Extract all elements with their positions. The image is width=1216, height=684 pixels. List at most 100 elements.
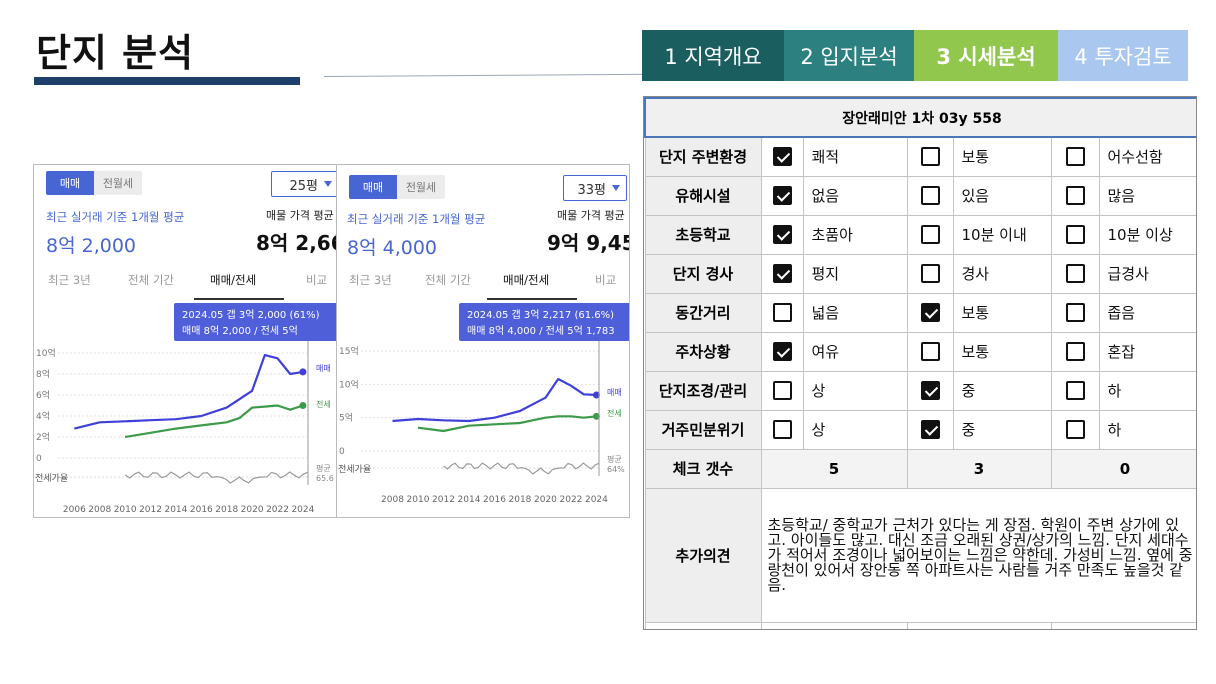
checkbox-icon[interactable] [772, 186, 792, 205]
size-dropdown[interactable]: 25평 [271, 171, 337, 197]
checkbox-icon[interactable] [920, 264, 940, 283]
checklist-row: 단지 주변환경 쾌적 보통 어수선함 [644, 136, 1196, 177]
checkbox-icon[interactable] [772, 420, 792, 439]
trade-type-rent[interactable]: 전월세 [405, 181, 437, 194]
row-label: 동간거리 [644, 292, 762, 333]
checkbox-cell[interactable] [906, 214, 954, 255]
tooltip-box [459, 303, 629, 341]
trade-type-sale[interactable]: 매매 [349, 175, 397, 199]
checkbox-icon[interactable] [1065, 147, 1085, 167]
trade-type-toggle: 매매 전월세 [46, 171, 142, 195]
option-label: 경사 [952, 253, 1052, 294]
step-tab-2[interactable]: 2 입지분석 [784, 30, 914, 81]
avg-label: 최근 실거래 기준 1개월 평균 [347, 212, 486, 226]
option-label: 넓음 [802, 292, 908, 333]
checkbox-cell[interactable] [1050, 409, 1100, 450]
checkbox-cell[interactable] [906, 292, 954, 333]
option-label: 상 [802, 370, 908, 411]
ratio-line [443, 462, 600, 475]
period-tab-3y[interactable]: 최근 3년 [349, 273, 392, 287]
x-tick-label: 2008 [381, 495, 404, 505]
option-label: 보통 [952, 136, 1052, 177]
x-tick-label: 2008 [88, 505, 111, 515]
checkbox-icon[interactable] [1065, 264, 1085, 283]
checkbox-cell[interactable] [1050, 214, 1100, 255]
checkbox-cell[interactable] [1050, 175, 1100, 216]
checkbox-cell[interactable] [760, 292, 804, 333]
checkbox-icon[interactable] [920, 381, 940, 400]
option-label: 좁음 [1098, 292, 1196, 333]
checkbox-cell[interactable] [906, 409, 954, 450]
period-tab-sale-rent[interactable]: 매매/전세 [210, 273, 257, 287]
period-tab-3y[interactable]: 최근 3년 [48, 273, 91, 287]
checkbox-cell[interactable] [760, 253, 804, 294]
checkbox-cell[interactable] [906, 175, 954, 216]
tooltip-price-text: 매매 8억 2,000 / 전세 5억 [182, 325, 298, 337]
checkbox-icon[interactable] [920, 225, 940, 244]
checkbox-cell[interactable] [1050, 292, 1100, 333]
checkbox-cell[interactable] [1050, 253, 1100, 294]
price-chart[interactable]: 10억 8억 6억 4억 2억 0 전세가율 2024.05 갭 3억 2,000 (61%)… [34, 165, 338, 518]
checkbox-icon[interactable] [772, 225, 792, 244]
memo-text[interactable]: 초등학교/ 중학교가 근처가 있다는 게 장점. 학원이 주변 상가에 있고. … [760, 487, 1196, 623]
active-tab-underline [487, 298, 577, 300]
checkbox-cell[interactable] [1050, 136, 1100, 177]
checkbox-cell[interactable] [1050, 331, 1100, 372]
period-tab-compare[interactable]: 비교 [595, 273, 617, 287]
x-tick-label: 2024 [585, 495, 608, 505]
trade-type-rent[interactable]: 전월세 [102, 177, 134, 190]
price-chart-panel-25: 매매 전월세 25평 최근 실거래 기준 1개월 평균 8억 2,000 매물 … [33, 164, 338, 518]
chevron-down-icon [324, 181, 332, 187]
checkbox-cell[interactable] [760, 331, 804, 372]
size-dropdown[interactable]: 33평 [563, 175, 627, 201]
checkbox-icon[interactable] [1065, 342, 1085, 361]
checkbox-icon[interactable] [920, 303, 940, 322]
step-tab-4[interactable]: 4 투자검토 [1058, 30, 1188, 81]
checkbox-cell[interactable] [906, 331, 954, 372]
checkbox-icon[interactable] [920, 147, 940, 167]
checkbox-icon[interactable] [1065, 381, 1085, 400]
checkbox-icon[interactable] [920, 342, 940, 361]
period-tab-all[interactable]: 전체 기간 [128, 273, 174, 287]
series-line-rent [417, 415, 597, 433]
checkbox-cell[interactable] [760, 409, 804, 450]
checkbox-icon[interactable] [1065, 303, 1085, 322]
period-tab-sale-rent[interactable]: 매매/전세 [503, 273, 550, 287]
checkbox-cell[interactable] [1050, 370, 1100, 411]
checkbox-icon[interactable] [772, 381, 792, 400]
checkbox-icon[interactable] [772, 303, 792, 322]
y-tick-label: 0 [36, 454, 42, 464]
step-tab-3[interactable]: 3 시세분석 [914, 30, 1058, 81]
checkbox-cell[interactable] [760, 175, 804, 216]
checklist-row: 단지 경사 평지 경사 급경사 [644, 253, 1196, 294]
option-label: 보통 [952, 331, 1052, 372]
checkbox-cell[interactable] [906, 136, 954, 177]
checkbox-cell[interactable] [760, 370, 804, 411]
period-tab-compare[interactable]: 비교 [306, 273, 328, 287]
checkbox-icon[interactable] [1065, 420, 1085, 439]
divider-line [323, 73, 654, 77]
checkbox-icon[interactable] [772, 342, 792, 361]
checkbox-cell[interactable] [760, 214, 804, 255]
checkbox-icon[interactable] [772, 147, 792, 167]
option-label: 초품아 [802, 214, 908, 255]
step-tab-1[interactable]: 1 지역개요 [642, 30, 784, 81]
checkbox-icon[interactable] [920, 420, 940, 439]
checkbox-cell[interactable] [906, 253, 954, 294]
checklist-table: 장안래미안 1차 03y 558 단지 주변환경 쾌적 보통 어수선함 유해시설 없음 있음… [644, 97, 1196, 629]
option-label: 하 [1098, 409, 1196, 450]
y-tick-label: 5억 [339, 412, 353, 424]
checkbox-icon[interactable] [1065, 225, 1085, 244]
listing-label: 매물 가격 평균 [266, 209, 334, 222]
spacer-row [644, 621, 1196, 629]
checkbox-cell[interactable] [760, 136, 804, 177]
checkbox-cell[interactable] [906, 370, 954, 411]
period-tab-all[interactable]: 전체 기간 [425, 273, 471, 287]
checkbox-icon[interactable] [772, 264, 792, 283]
checkbox-icon[interactable] [1065, 186, 1085, 205]
trade-type-sale[interactable]: 매매 [46, 171, 94, 195]
checkbox-icon[interactable] [920, 186, 940, 205]
y-tick-label: 0 [339, 447, 345, 457]
